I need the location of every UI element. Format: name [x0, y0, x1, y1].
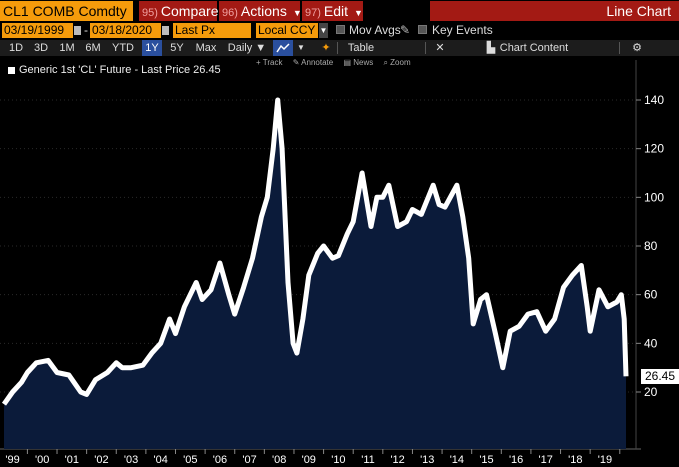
- period-bar: [0, 40, 679, 56]
- chart-content-icon: ▙: [486, 42, 496, 54]
- key-events-checkbox[interactable]: [418, 25, 427, 34]
- actions-num: 96): [222, 7, 238, 19]
- last-price-label: 26.45: [641, 369, 679, 384]
- ticker-field[interactable]: CL1 COMB Comdty: [0, 1, 133, 21]
- period-6m[interactable]: 6M: [85, 42, 101, 54]
- legend-text: Generic 1st 'CL' Future - Last Price 26.…: [19, 64, 221, 76]
- x-tick-label: '16: [509, 454, 523, 466]
- compare-num: 95): [142, 7, 158, 19]
- tool-annotate[interactable]: ✎ Annotate: [292, 58, 334, 67]
- edit-label: Edit: [323, 3, 349, 19]
- x-tick-label: '03: [124, 454, 138, 466]
- legend-swatch: [8, 66, 15, 74]
- caret-down-icon: ▼: [354, 8, 363, 18]
- y-tick-label: 100: [644, 190, 664, 204]
- caret-down-icon[interactable]: ▼: [319, 23, 328, 38]
- tools-icon[interactable]: ✕: [435, 42, 445, 54]
- x-tick-label: '11: [361, 454, 375, 466]
- compare-label: Compare: [160, 3, 219, 19]
- x-tick-label: '12: [390, 454, 404, 466]
- date-separator: -: [84, 23, 88, 37]
- x-tick-label: '06: [213, 454, 227, 466]
- calendar-icon[interactable]: [74, 26, 81, 35]
- frequency-select[interactable]: Daily ▼: [227, 42, 267, 54]
- actions-menu[interactable]: 96) Actions ▼: [219, 1, 302, 21]
- y-tick-label: 60: [644, 288, 658, 302]
- period-5y[interactable]: 5Y: [170, 42, 184, 54]
- tool-zoom[interactable]: ⌕ Zoom: [383, 58, 411, 67]
- x-tick-label: '08: [272, 454, 286, 466]
- x-tick-label: '07: [242, 454, 256, 466]
- x-tick-label: '18: [568, 454, 582, 466]
- period-1d[interactable]: 1D: [8, 42, 24, 54]
- compare-menu[interactable]: 95) Compare: [139, 1, 219, 21]
- end-date-field[interactable]: 03/18/2020: [90, 23, 161, 38]
- y-tick-label: 120: [644, 142, 664, 156]
- x-tick-label: '17: [539, 454, 553, 466]
- divider: [425, 42, 426, 54]
- line-chart-icon[interactable]: [273, 40, 293, 56]
- chart-legend: Generic 1st 'CL' Future - Last Price 26.…: [8, 64, 221, 76]
- x-tick-label: '05: [183, 454, 197, 466]
- mov-avgs-label: Mov Avgs: [349, 23, 401, 37]
- period-1y[interactable]: 1Y: [142, 40, 162, 56]
- x-tick-label: '01: [65, 454, 79, 466]
- chart-content-button[interactable]: Chart Content: [499, 42, 569, 54]
- actions-label: Actions: [240, 3, 287, 19]
- view-title: Line Chart: [430, 1, 679, 21]
- calendar-icon[interactable]: [162, 26, 169, 35]
- caret-down-icon[interactable]: ▼: [297, 43, 305, 52]
- tool-news[interactable]: ▤ News: [343, 58, 374, 67]
- pencil-icon[interactable]: ✎: [400, 23, 411, 37]
- table-button[interactable]: Table: [347, 42, 375, 54]
- edit-menu[interactable]: 97) Edit ▼: [302, 1, 363, 21]
- price-area: [4, 100, 626, 449]
- key-events-label: Key Events: [432, 23, 493, 37]
- price-field-select[interactable]: Last Px: [173, 23, 251, 38]
- x-tick-label: '09: [302, 454, 316, 466]
- sparkle-icon[interactable]: ✦: [321, 42, 331, 54]
- period-1m[interactable]: 1M: [59, 42, 75, 54]
- x-tick-label: '14: [450, 454, 464, 466]
- y-tick-label: 40: [644, 336, 658, 350]
- mov-avgs-checkbox[interactable]: [336, 25, 345, 34]
- line-chart-glyph: [276, 43, 290, 53]
- x-tick-label: '10: [331, 454, 345, 466]
- divider: [619, 42, 620, 54]
- x-tick-label: '15: [479, 454, 493, 466]
- y-tick-label: 20: [644, 385, 658, 399]
- y-tick-label: 140: [644, 93, 664, 107]
- y-tick-label: 80: [644, 239, 658, 253]
- edit-num: 97): [305, 7, 321, 19]
- x-tick-label: '99: [5, 454, 19, 466]
- period-ytd[interactable]: YTD: [112, 42, 134, 54]
- x-tick-label: '13: [420, 454, 434, 466]
- currency-select[interactable]: Local CCY: [256, 23, 318, 38]
- x-tick-label: '00: [35, 454, 49, 466]
- x-tick-label: '04: [154, 454, 168, 466]
- tools-row: + Track ✎ Annotate ▤ News ⌕ Zoom: [256, 57, 419, 69]
- gear-icon[interactable]: ⚙: [632, 42, 642, 54]
- divider: [337, 42, 338, 54]
- period-max[interactable]: Max: [195, 42, 217, 54]
- x-tick-label: '19: [598, 454, 612, 466]
- period-3d[interactable]: 3D: [33, 42, 49, 54]
- caret-down-icon: ▼: [292, 8, 302, 18]
- price-line: [1, 97, 629, 406]
- x-tick-label: '02: [94, 454, 108, 466]
- tool-track[interactable]: + Track: [256, 58, 283, 67]
- start-date-field[interactable]: 03/19/1999: [2, 23, 73, 38]
